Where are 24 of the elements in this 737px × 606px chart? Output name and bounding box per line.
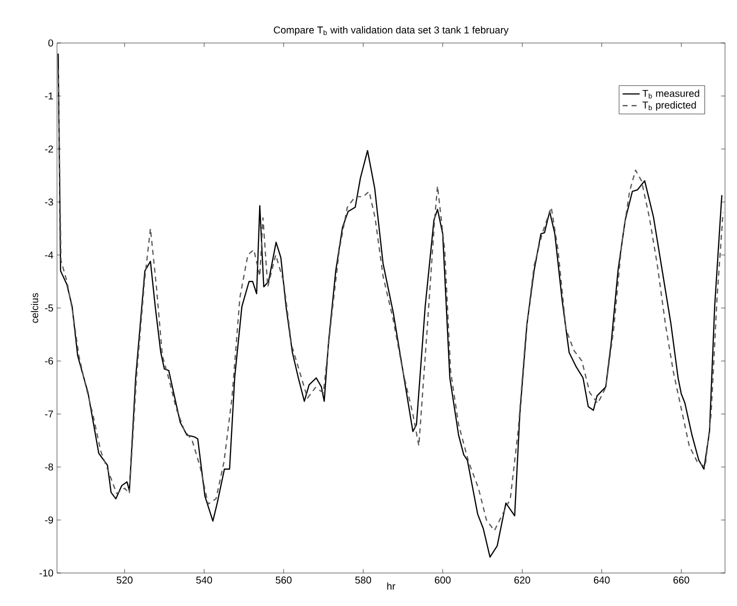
x-axis-title: hr [387,582,396,590]
y-tick-label: 0 [48,39,54,47]
x-tick-label: 580 [355,576,372,584]
y-tick-label: -8 [45,463,54,471]
x-tick-label: 560 [276,576,292,584]
y-tick-label: -10 [40,569,54,577]
x-tick-label: 600 [434,576,451,584]
y-axis-title: celcius [30,293,38,323]
legend-label: T$_{b}$ predicted [642,101,696,111]
y-tick-label: -9 [45,516,54,524]
y-tick-label: -2 [45,146,53,152]
x-tick-label: 620 [514,576,530,584]
chart-title: Compare T$_{b}$ with validation data set 3 tank 1 february [274,26,509,36]
x-tick-label: 640 [594,576,610,584]
y-tick-label: -5 [45,304,54,312]
y-tick-label: -6 [45,357,54,365]
x-tick-label: 660 [673,576,690,584]
y-tick-label: -3 [45,198,54,206]
y-tick-label: -7 [45,410,53,418]
x-tick-label: 540 [196,576,212,584]
y-tick-label: -1 [45,92,53,100]
y-tick-label: -4 [45,252,54,258]
legend-label: T$_{b}$ measured [642,90,700,98]
x-tick-label: 520 [116,576,133,584]
